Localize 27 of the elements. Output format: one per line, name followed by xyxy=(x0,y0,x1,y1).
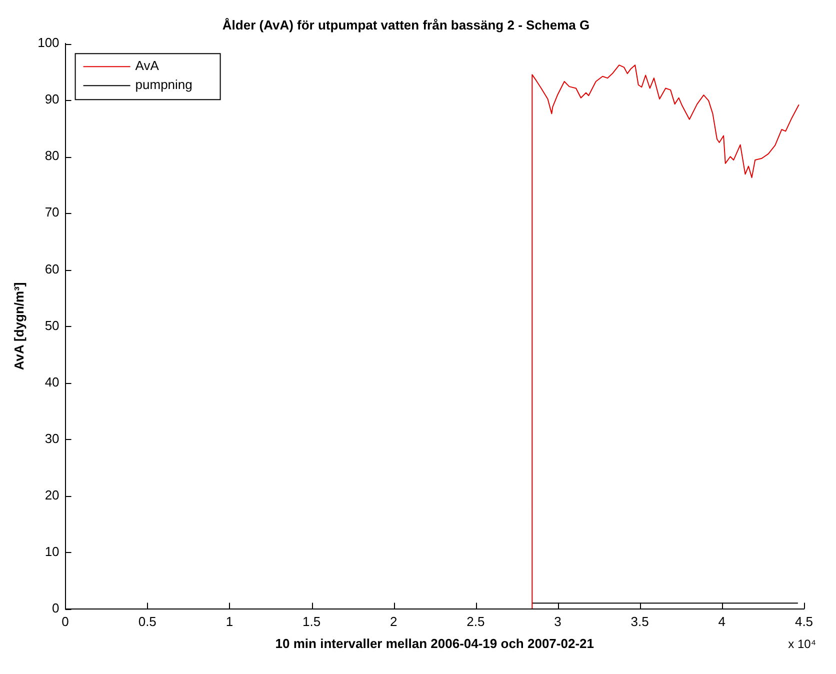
x-tick-label: 0 xyxy=(62,614,69,630)
x-tick-label: 3.5 xyxy=(630,614,649,630)
x-tick-label: 1.5 xyxy=(302,614,321,630)
text: x 10⁴ xyxy=(788,637,816,652)
x-tick-label: 3 xyxy=(554,614,562,630)
x-tick-label: 1 xyxy=(226,614,234,630)
y-tick-label: 70 xyxy=(44,204,60,220)
x-tick-label: 0.5 xyxy=(138,614,156,630)
y-tick-label: 40 xyxy=(44,374,60,390)
y-tick-label: 100 xyxy=(38,35,60,50)
y-tick-label: 20 xyxy=(44,487,60,502)
x-tick-label: 2 xyxy=(390,614,398,630)
y-tick-label: 0 xyxy=(52,600,60,616)
y-tick-label: 10 xyxy=(44,544,60,559)
y-tick-label: 80 xyxy=(44,148,60,164)
x-tick-label: 2.5 xyxy=(466,614,485,630)
y-tick-label: 30 xyxy=(44,430,60,446)
legend-label: AvA xyxy=(135,58,160,74)
y-tick-label: 50 xyxy=(44,318,60,333)
y-tick-label: 90 xyxy=(44,92,60,107)
legend-label: pumpning xyxy=(135,77,192,92)
x-axis-title: 10 min intervaller mellan 2006-04-19 och 2007-02-21 xyxy=(275,636,594,651)
x-tick-label: 4 xyxy=(718,614,726,630)
chart-title: Ålder (AvA) för utpumpat vatten från bassäng 2 - Schema G xyxy=(222,17,590,32)
y-axis-title: AvA [dygn/m³] xyxy=(11,282,26,370)
x-tick-label: 4.5 xyxy=(794,614,814,630)
y-tick-label: 60 xyxy=(44,261,60,276)
